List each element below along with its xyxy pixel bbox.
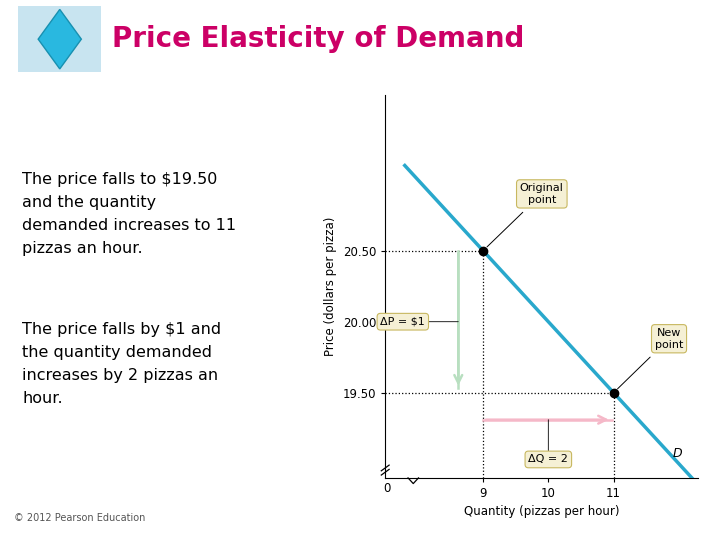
X-axis label: Quantity (pizzas per hour): Quantity (pizzas per hour) bbox=[464, 505, 619, 518]
FancyBboxPatch shape bbox=[18, 6, 101, 72]
Text: The price falls by $1 and
the quantity demanded
increases by 2 pizzas an
hour.: The price falls by $1 and the quantity d… bbox=[22, 322, 221, 406]
Text: New
point: New point bbox=[618, 328, 683, 389]
Text: ΔQ = 2: ΔQ = 2 bbox=[528, 420, 568, 464]
Text: © 2012 Pearson Education: © 2012 Pearson Education bbox=[14, 514, 145, 523]
Text: The price falls to $19.50
and the quantity
demanded increases to 11
pizzas an ho: The price falls to $19.50 and the quanti… bbox=[22, 172, 236, 256]
Text: 0: 0 bbox=[383, 482, 390, 495]
Text: Price Elasticity of Demand: Price Elasticity of Demand bbox=[112, 25, 524, 53]
Text: D: D bbox=[672, 447, 682, 460]
Y-axis label: Price (dollars per pizza): Price (dollars per pizza) bbox=[324, 217, 337, 356]
Polygon shape bbox=[38, 9, 81, 69]
Text: Original
point: Original point bbox=[487, 183, 564, 247]
Text: ΔP = $1: ΔP = $1 bbox=[380, 316, 459, 327]
